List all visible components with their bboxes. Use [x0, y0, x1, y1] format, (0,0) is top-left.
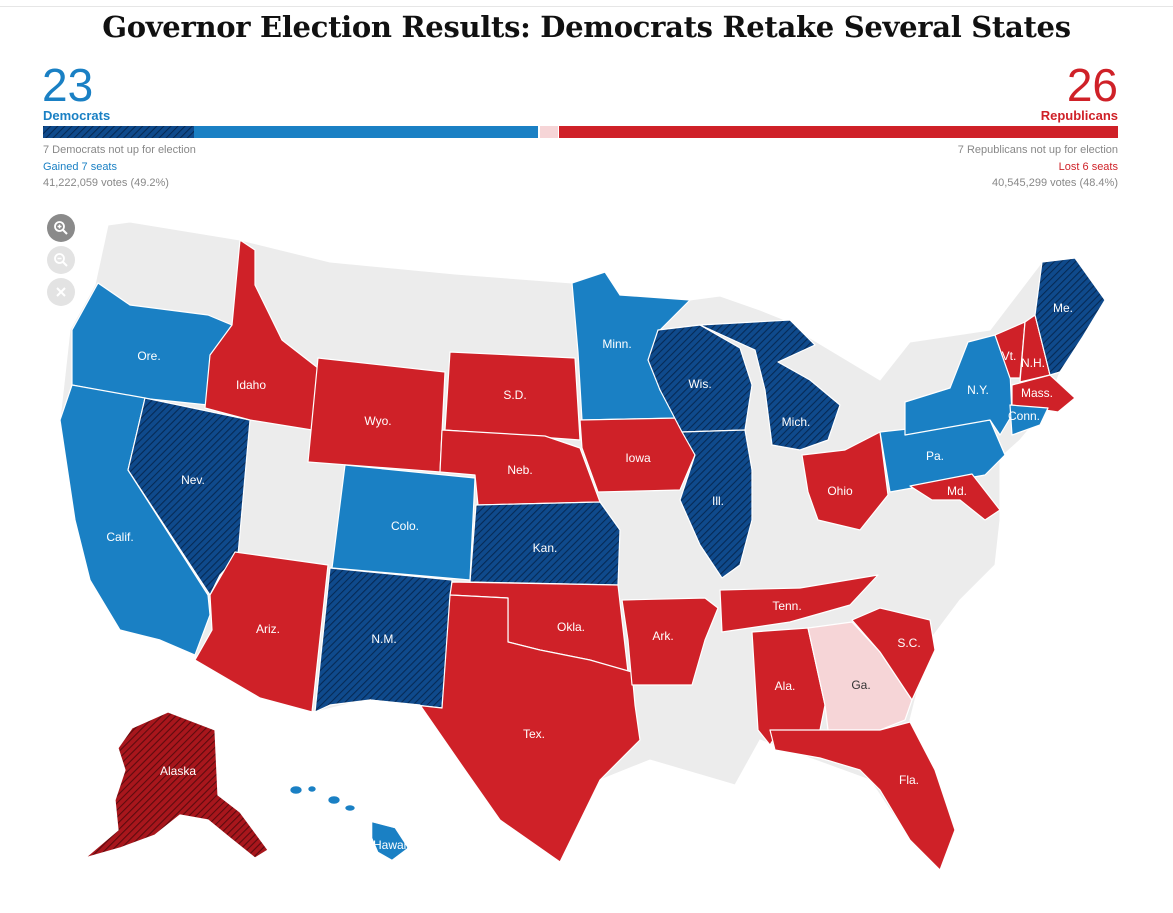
close-icon — [56, 287, 66, 297]
democrats-votes: 41,222,059 votes (49.2%) — [43, 177, 169, 189]
label-tex: Tex. — [523, 727, 545, 741]
label-nh: N.H. — [1021, 356, 1045, 370]
label-fla: Fla. — [899, 773, 919, 787]
reset-button[interactable] — [47, 278, 75, 306]
label-ark: Ark. — [652, 629, 673, 643]
label-neb: Neb. — [507, 463, 532, 477]
state-michigan[interactable] — [699, 319, 841, 451]
page-title: Governor Election Results: Democrats Ret… — [102, 10, 1071, 44]
republicans-bar — [559, 126, 1118, 138]
label-ariz: Ariz. — [256, 622, 280, 636]
label-kan: Kan. — [533, 541, 558, 555]
democrats-not-up: 7 Democrats not up for election — [43, 144, 196, 156]
label-vt: Vt. — [1002, 349, 1017, 363]
state-maine[interactable] — [1034, 257, 1106, 376]
state-ohio[interactable] — [801, 431, 889, 531]
state-maryland[interactable] — [909, 473, 1001, 521]
undecided-bar — [540, 126, 558, 138]
zoom-in-button[interactable] — [47, 214, 75, 242]
label-tenn: Tenn. — [772, 599, 801, 613]
label-sc: S.C. — [897, 636, 920, 650]
state-massachusetts[interactable] — [1011, 374, 1076, 413]
state-texas[interactable] — [369, 594, 641, 863]
label-iowa: Iowa — [625, 451, 651, 465]
state-new-york[interactable] — [904, 334, 1013, 436]
label-hawaii: Hawaii — [373, 838, 409, 852]
label-ore: Ore. — [137, 349, 160, 363]
republicans-label: Republicans — [1040, 108, 1118, 123]
label-okla: Okla. — [557, 620, 585, 634]
label-me: Me. — [1053, 301, 1073, 315]
democrats-gained-bar — [43, 126, 194, 138]
label-calif: Calif. — [106, 530, 133, 544]
state-arkansas[interactable] — [621, 597, 719, 686]
label-sd: S.D. — [503, 388, 526, 402]
label-mich: Mich. — [782, 415, 811, 429]
state-south-carolina[interactable] — [851, 607, 936, 701]
state-labels: Ore. Calif. Nev. Idaho Wyo. Colo. Ariz. … — [106, 301, 1073, 852]
label-wis: Wis. — [688, 377, 711, 391]
republicans-seat-count: 26 — [1066, 59, 1118, 111]
label-alaska: Alaska — [160, 764, 196, 778]
zoom-out-button[interactable] — [47, 246, 75, 274]
label-ill: Ill. — [712, 494, 724, 508]
democrats-label: Democrats — [43, 108, 111, 123]
label-colo: Colo. — [391, 519, 419, 533]
democrats-change: Gained 7 seats — [43, 161, 117, 173]
state-kansas[interactable] — [469, 501, 621, 586]
state-connecticut[interactable] — [1009, 404, 1049, 436]
state-hawaii[interactable] — [289, 785, 409, 861]
label-ga: Ga. — [851, 678, 870, 692]
label-ohio: Ohio — [827, 484, 853, 498]
label-ala: Ala. — [775, 679, 796, 693]
label-idaho: Idaho — [236, 378, 266, 392]
top-rule — [0, 6, 1173, 7]
label-nev: Nev. — [181, 473, 205, 487]
label-md: Md. — [947, 484, 967, 498]
label-conn: Conn. — [1008, 409, 1040, 423]
state-alaska[interactable] — [84, 711, 269, 859]
label-wyo: Wyo. — [364, 414, 391, 428]
state-tennessee[interactable] — [719, 574, 879, 633]
zoom-in-icon — [54, 221, 68, 235]
state-georgia[interactable] — [807, 621, 913, 731]
democrats-seat-count: 23 — [42, 59, 94, 111]
label-ny: N.Y. — [967, 383, 989, 397]
state-florida[interactable] — [769, 721, 956, 871]
zoom-out-icon — [54, 253, 68, 267]
democrats-bar — [194, 126, 538, 138]
state-arizona[interactable] — [194, 551, 329, 713]
republicans-not-up: 7 Republicans not up for election — [957, 144, 1118, 156]
republicans-votes: 40,545,299 votes (48.4%) — [992, 177, 1118, 189]
label-nm: N.M. — [371, 632, 396, 646]
label-pa: Pa. — [926, 449, 944, 463]
republicans-change: Lost 6 seats — [1058, 161, 1118, 173]
state-illinois[interactable] — [679, 429, 753, 579]
label-mass: Mass. — [1021, 386, 1053, 400]
label-minn: Minn. — [602, 337, 631, 351]
state-south-dakota[interactable] — [444, 351, 581, 441]
